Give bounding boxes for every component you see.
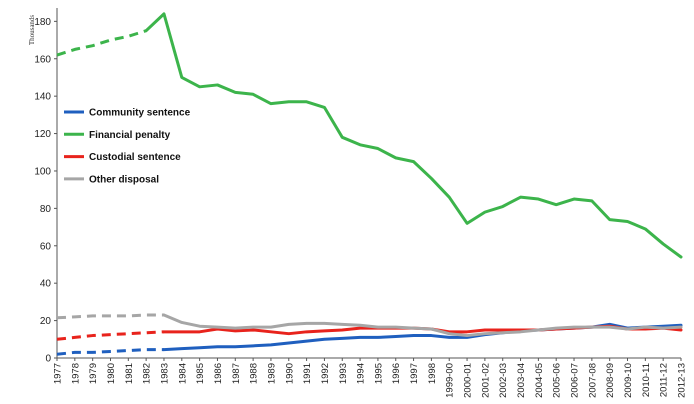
y-tick-label: 120 — [34, 129, 51, 140]
legend-label: Custodial sentence — [89, 152, 181, 163]
x-tick-label: 2002-03 — [498, 363, 509, 398]
y-tick-label: 140 — [34, 92, 51, 103]
y-tick-label: 0 — [45, 354, 51, 365]
legend-label: Community sentence — [89, 108, 191, 119]
x-tick-label: 1999-00 — [445, 363, 456, 398]
x-tick-label: 2000-01 — [463, 363, 474, 398]
axes: 0 20 40 60 80 100 120 140 160 180 1977 1978 1979 1980… — [34, 8, 687, 398]
x-tick-label: 1991 — [302, 363, 313, 384]
legend-label: Financial penalty — [89, 130, 171, 141]
x-tick-label: 1981 — [124, 363, 135, 384]
x-tick-label: 1979 — [88, 363, 99, 384]
x-tick-label: 1982 — [142, 363, 153, 384]
x-tick-label: 1987 — [231, 363, 242, 384]
x-tick-label: 1984 — [177, 363, 188, 384]
y-axis-label: Thousands — [28, 15, 36, 46]
x-tick-label: 1986 — [213, 363, 224, 384]
series-line-financial-penalty — [146, 14, 681, 257]
x-tick-label: 1983 — [159, 363, 170, 384]
series-line-other-disposal-estimated — [57, 315, 164, 318]
x-tick-label: 2010-11 — [641, 363, 652, 397]
x-tick-label: 2003-04 — [516, 363, 527, 398]
x-tick-label: 1980 — [106, 363, 117, 384]
x-tick-label: 1994 — [356, 363, 367, 384]
x-tick-label: 1995 — [373, 363, 384, 384]
y-tick-label: 80 — [40, 204, 52, 215]
series-line-community-sentence-estimated — [57, 350, 164, 355]
x-tick-label: 2005-06 — [552, 363, 563, 398]
legend: Community sentence Financial penalty Custo… — [64, 108, 191, 186]
x-tick-label: 1988 — [249, 363, 260, 384]
x-tick-label: 1978 — [70, 363, 81, 384]
x-tick-label: 1993 — [338, 363, 349, 384]
y-tick-label: 60 — [40, 241, 52, 252]
y-tick-label: 100 — [34, 166, 51, 177]
x-tick-label: 2011-12 — [659, 363, 670, 397]
x-tick-label: 1996 — [391, 363, 402, 384]
x-tick-label: 1990 — [284, 363, 295, 384]
x-tick-label: 2004-05 — [534, 363, 545, 398]
x-tick-label: 1977 — [53, 363, 64, 384]
x-tick-label: 2006-07 — [570, 363, 581, 398]
legend-label: Other disposal — [89, 174, 159, 185]
y-tick-label: 180 — [34, 17, 51, 28]
x-tick-label: 2007-08 — [587, 363, 598, 398]
series-line-custodial-sentence-estimated — [57, 332, 164, 339]
x-tick-label: 1992 — [320, 363, 331, 384]
x-tick-label: 1997 — [409, 363, 420, 384]
y-tick-label: 160 — [34, 54, 51, 65]
x-tick-label: 2009-10 — [623, 363, 634, 398]
x-tick-label: 1985 — [195, 363, 206, 384]
series-line-financial-penalty-estimated — [57, 31, 146, 55]
x-tick-label: 2001-02 — [480, 363, 491, 398]
x-tick-label: 2008-09 — [605, 363, 616, 398]
y-tick-label: 40 — [40, 279, 52, 290]
y-tick-label: 20 — [40, 316, 52, 327]
x-tick-label: 1989 — [266, 363, 277, 384]
x-tick-label: 2012-13 — [677, 363, 688, 398]
x-tick-label: 1998 — [427, 363, 438, 384]
